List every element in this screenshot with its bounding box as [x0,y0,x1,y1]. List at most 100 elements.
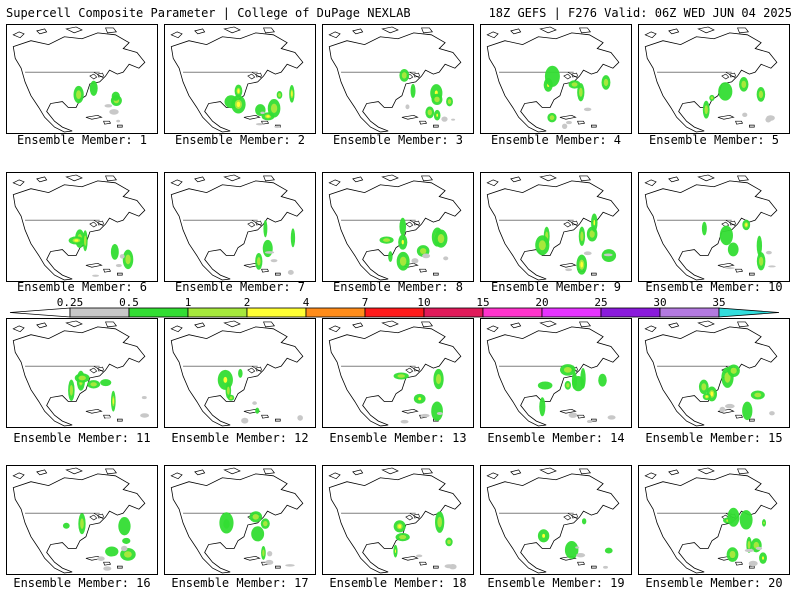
scp-field-area [92,274,100,277]
arctic-islands [644,26,755,128]
scp-field-area [575,546,580,549]
coastline [170,32,304,133]
map-svg [170,174,304,281]
arctic-islands [486,174,597,276]
arctic-islands [328,26,439,128]
scp-field-area [420,413,430,418]
ensemble-member-label: Ensemble Member: 8 [332,280,464,294]
map-svg [644,174,778,281]
scp-field-area [435,373,442,385]
scp-field-area [237,89,240,93]
scp-field-area [604,547,613,554]
scp-field-area [447,539,451,545]
scp-field-area [405,104,410,110]
scp-field-area [83,235,87,246]
scp-field-area [401,239,404,245]
scp-field-area [755,546,763,550]
map-svg [12,320,150,427]
map-svg [170,320,304,427]
scp-field-area [583,107,592,112]
scp-field-area [116,119,121,123]
scp-field-area [388,251,393,263]
scp-field-area [431,401,443,421]
colorbar-max-arrow [718,307,780,318]
ensemble-member-map [322,24,474,134]
ensemble-member-label: Ensemble Member: 9 [490,280,622,294]
ensemble-member-map [480,24,632,134]
scp-field-area [701,221,707,236]
great-lakes [721,72,736,80]
ensemble-member-map [322,318,474,428]
product-title: Supercell Composite Parameter | College … [6,6,411,20]
scp-field-area [285,564,295,567]
scp-field-area [607,415,616,420]
scp-field-area [427,109,432,116]
ensemble-member-map [6,465,158,575]
us-canada-border [657,71,736,79]
scp-field-area [741,80,747,89]
ensemble-member-map [6,172,158,282]
colorbar-tick-label: 20 [535,296,548,309]
scp-field-area [236,101,241,108]
us-canada-border [341,512,420,520]
map-svg [644,467,778,574]
scp-field-area [100,379,112,387]
scp-field-area [718,82,733,101]
us-canada-border [499,71,578,79]
scp-field-area [76,90,82,99]
us-canada-border [25,71,104,79]
scp-field-area [399,217,407,236]
scp-field-area [725,403,735,409]
scp-field-area [399,535,407,540]
scp-field-area [565,120,572,125]
colorbar-segment [541,307,602,318]
scp-field-area [400,419,409,424]
coastline [486,473,620,574]
scp-field-area [583,251,592,256]
scp-field-area [264,251,275,254]
scp-field-area [252,514,259,520]
scp-field-area [394,549,397,554]
scp-field-area [742,401,753,421]
scp-field-area [542,533,546,538]
ensemble-member-map [322,172,474,282]
scp-field-area [730,367,737,374]
colorbar-segment [246,307,307,318]
map-svg [486,320,620,427]
map-svg [12,26,146,133]
ensemble-member-map [322,465,474,575]
scp-field-area [115,263,122,268]
scp-field-area [744,548,754,553]
scp-field-area [765,250,772,255]
scp-field-area [565,268,573,272]
colorbar-tick-label: 0.5 [119,296,139,309]
scp-field-area [104,104,113,108]
scp-field-area [110,243,119,260]
scp-field-area [566,383,570,388]
scp-field-area [568,412,578,418]
scp-field-area [710,391,714,397]
great-lakes [89,366,104,374]
coastline [644,473,778,574]
colorbar-tick-label: 35 [712,296,725,309]
scp-field-area [383,238,391,242]
ensemble-member-map [638,172,790,282]
scp-field-area [603,78,609,87]
map-svg [12,174,146,281]
coastline [644,326,778,427]
scp-field-area [399,256,407,266]
scp-field-area [724,372,731,383]
coastline [170,473,304,574]
scp-field-area [262,239,273,258]
scp-field-area [725,267,735,270]
colorbar-tick-label: 10 [417,296,430,309]
scp-field-area [74,239,79,242]
ensemble-member-map [480,318,632,428]
scp-field-area [422,253,431,259]
map-svg [486,26,620,133]
scp-field-area [727,507,740,527]
arctic-islands [328,320,439,422]
scp-field-area [762,556,765,560]
ensemble-member-label: Ensemble Member: 13 [329,431,467,445]
scp-field-area [270,259,278,263]
